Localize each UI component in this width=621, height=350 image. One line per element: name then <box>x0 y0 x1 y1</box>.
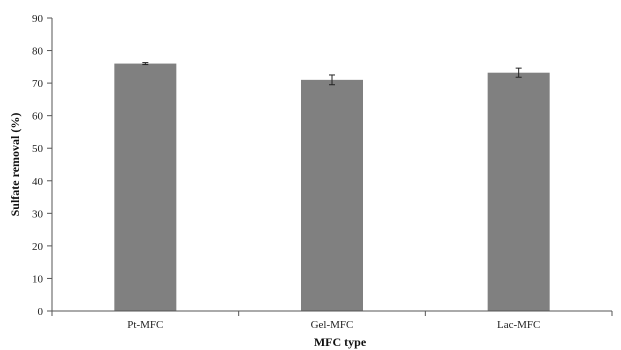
bar-lac-mfc <box>487 72 550 312</box>
x-axis-ticks: Pt-MFC Gel-MFC Lac-MFC <box>51 311 613 331</box>
y-tick-label: 0 <box>38 306 44 318</box>
bar-pt-mfc <box>114 63 177 312</box>
y-tick-label: 90 <box>32 13 44 25</box>
x-tick-label: Lac-MFC <box>497 319 540 331</box>
error-bar-pt-mfc <box>142 62 149 66</box>
y-tick-label: 50 <box>32 143 44 155</box>
x-tick-label: Gel-MFC <box>311 319 354 331</box>
x-axis-title: MFC type <box>314 335 367 349</box>
bar-gel-mfc <box>301 79 363 311</box>
y-tick-label: 20 <box>32 241 44 253</box>
x-tick-label: Pt-MFC <box>127 319 163 331</box>
bars-group <box>114 63 550 312</box>
y-tick-label: 10 <box>32 273 44 285</box>
y-tick-label: 60 <box>32 111 44 123</box>
y-tick-label: 40 <box>32 176 44 188</box>
error-bar-lac-mfc <box>515 67 522 78</box>
y-axis-title: Sulfate removal (%) <box>8 113 22 217</box>
y-tick-label: 30 <box>32 208 44 220</box>
y-axis-ticks: 0 10 20 30 40 50 60 70 80 90 <box>32 13 52 318</box>
error-bars-group <box>142 62 522 86</box>
y-tick-label: 70 <box>32 78 44 90</box>
error-bar-gel-mfc <box>329 74 335 86</box>
y-tick-label: 80 <box>32 46 44 58</box>
